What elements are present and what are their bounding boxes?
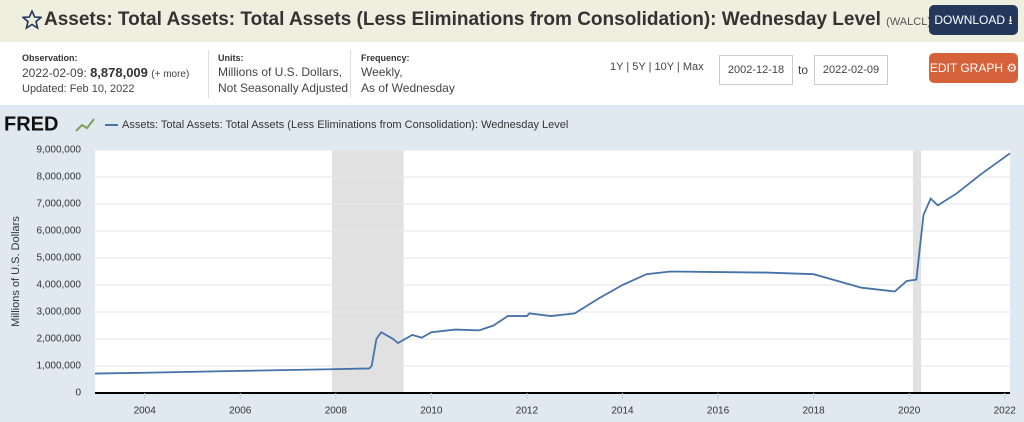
divider (350, 50, 351, 98)
series-title: Assets: Total Assets: Total Assets (Less… (44, 9, 931, 31)
y-tick-label: 5,000,000 (37, 253, 82, 264)
y-tick-label: 6,000,000 (37, 226, 82, 237)
x-tick-label: 2008 (325, 406, 348, 417)
separator: | (645, 61, 655, 73)
observation-label: Observation: (22, 53, 78, 63)
y-tick-label: 0 (75, 388, 81, 399)
frequency-text: As of Wednesday (361, 81, 455, 95)
fred-logo: FRED (4, 113, 58, 135)
range-link[interactable]: 5Y (632, 61, 646, 73)
legend-label: Assets: Total Assets: Total Assets (Less… (122, 119, 568, 131)
edit-graph-label: EDIT GRAPH (929, 61, 1004, 75)
range-link[interactable]: 1Y (610, 61, 624, 73)
updated: Updated: Feb 10, 2022 (22, 83, 135, 95)
separator: | (673, 61, 683, 73)
y-axis-label: Millions of U.S. Dollars (10, 216, 22, 327)
frequency-text: Weekly, (361, 65, 403, 79)
units-text: Not Seasonally Adjusted (218, 81, 349, 95)
series-line (94, 152, 1011, 375)
y-tick-label: 1,000,000 (37, 361, 82, 372)
download-button[interactable]: DOWNLOAD ⭳ (929, 5, 1018, 35)
start-date-input[interactable]: 2002-12-18 (719, 55, 793, 85)
download-label: DOWNLOAD (934, 13, 1006, 27)
divider (208, 50, 209, 98)
more-link[interactable]: (+ more) (151, 69, 190, 80)
y-tick-label: 9,000,000 (37, 145, 82, 156)
x-tick-label: 2010 (420, 406, 443, 417)
range-link[interactable]: 10Y (654, 61, 674, 73)
y-tick-label: 2,000,000 (37, 334, 82, 345)
logo-icon (75, 118, 95, 132)
star-icon[interactable] (22, 10, 42, 30)
separator: | (623, 61, 633, 73)
y-tick-label: 7,000,000 (37, 199, 82, 210)
end-date-input[interactable]: 2022-02-09 (814, 55, 888, 85)
units-label: Units: (218, 53, 244, 63)
x-tick-label: 2012 (516, 406, 539, 417)
y-tick-label: 4,000,000 (37, 280, 82, 291)
units-text: Millions of U.S. Dollars, (218, 65, 343, 79)
plot-area (95, 150, 1010, 393)
range-link[interactable]: Max (682, 61, 704, 73)
recession-band (331, 150, 404, 393)
observation: 2022-02-09: 8,878,009 (+ more) (22, 65, 189, 83)
observation-value: 8,878,009 (90, 65, 148, 80)
x-tick-label: 2006 (229, 406, 252, 417)
x-tick-label: 2018 (802, 406, 825, 417)
observation-date: 2022-02-09: (22, 66, 87, 80)
range-links: 1Y | 5Y | 10Y | Max (610, 59, 704, 75)
y-tick-label: 8,000,000 (37, 172, 82, 183)
x-tick-label: 2020 (898, 406, 921, 417)
x-tick-label: 2004 (134, 406, 157, 417)
header-bar: Assets: Total Assets: Total Assets (Less… (0, 0, 1024, 42)
series-id: (WALCL) (886, 16, 931, 28)
y-tick-label: 3,000,000 (37, 307, 82, 318)
x-tick-label: 2022 (994, 406, 1017, 417)
title-text: Assets: Total Assets: Total Assets (Less… (44, 9, 881, 30)
to-label: to (798, 63, 809, 77)
chart: FRED 0 1,000,000 2,000,000 3,000,000 4,000,0… (0, 105, 1024, 422)
edit-graph-button[interactable]: EDIT GRAPH ⚙ (929, 53, 1018, 83)
x-tick-label: 2016 (707, 406, 730, 417)
frequency-label: Frequency: (361, 53, 410, 63)
x-tick-label: 2014 (611, 406, 634, 417)
